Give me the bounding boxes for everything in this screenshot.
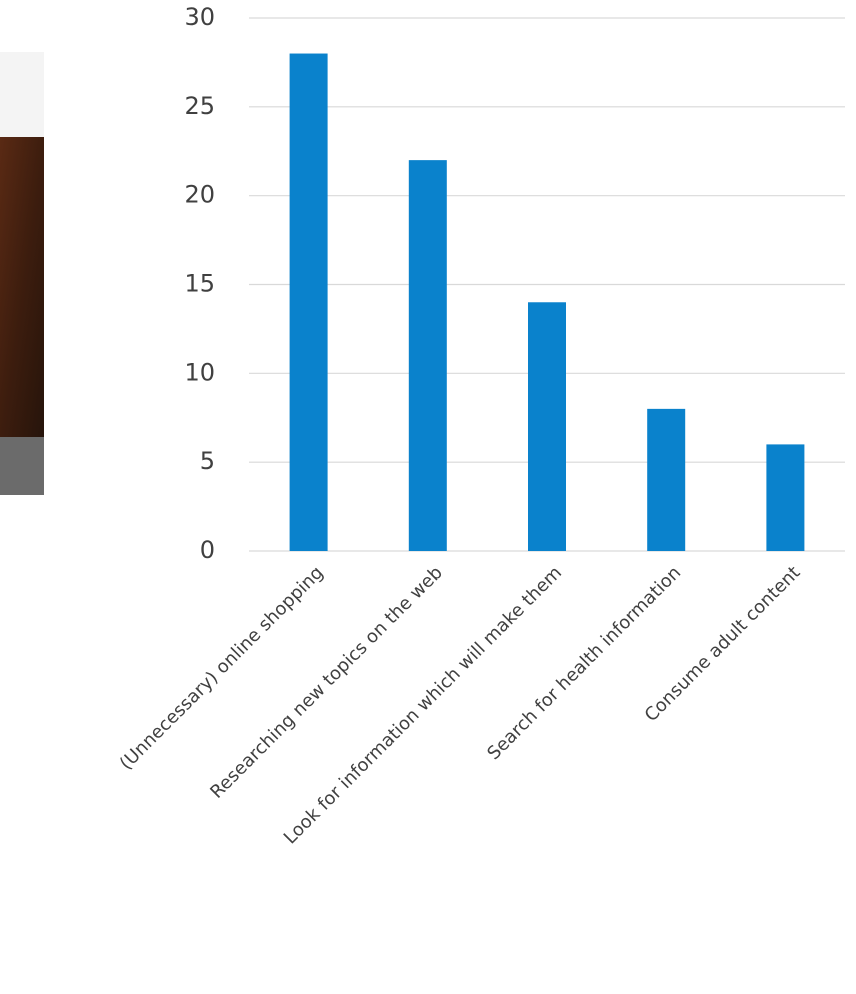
panel-image [0, 137, 44, 437]
bar [289, 53, 328, 552]
bar [528, 302, 566, 551]
y-tick-label: 10 [184, 358, 215, 386]
panel-bottom [0, 437, 44, 495]
x-tick-label: Search for health information [483, 562, 685, 764]
bar [408, 160, 447, 551]
y-tick-label: 30 [184, 3, 215, 31]
y-tick-label: 0 [200, 536, 215, 564]
x-tick-label: Look for information which will make the… [280, 562, 566, 848]
x-tick-label: (Unnecessary) online shopping [116, 562, 328, 774]
bar [647, 408, 686, 551]
x-tick-label: Researching new topics on the web [206, 562, 447, 803]
bar [766, 444, 805, 551]
y-tick-label: 5 [200, 447, 215, 475]
y-tick-label: 15 [184, 270, 215, 298]
y-tick-label: 25 [184, 92, 215, 120]
panel-top [0, 52, 44, 137]
y-tick-label: 20 [184, 181, 215, 209]
